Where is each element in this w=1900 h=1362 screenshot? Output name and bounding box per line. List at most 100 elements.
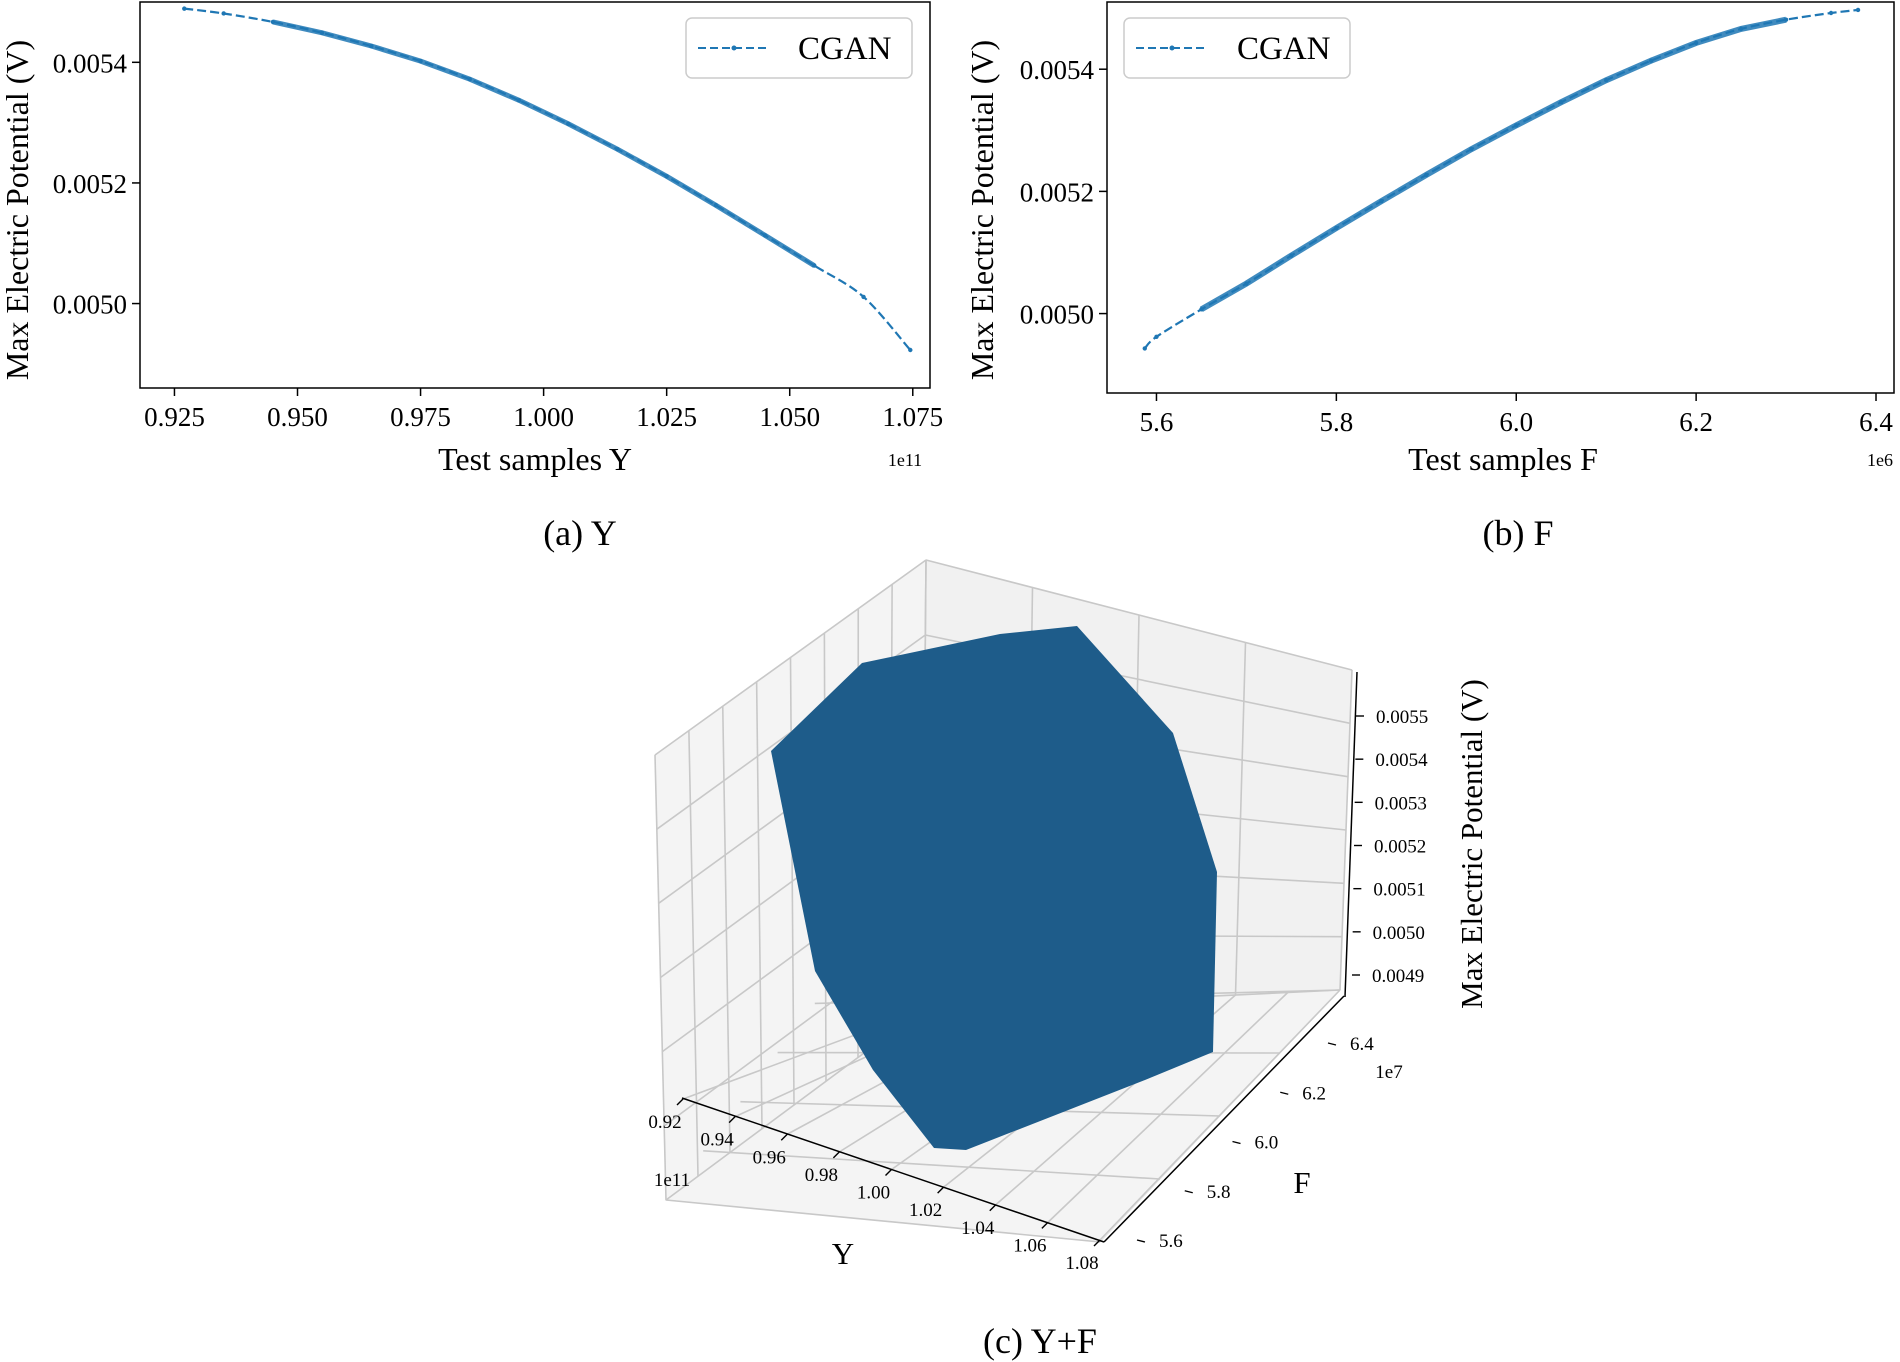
panel-b-ylabel: Max Electric Potential (V) <box>964 40 1000 380</box>
panel-c-xlabel: Y <box>832 1236 854 1271</box>
panel-a-legend-label: CGAN <box>798 31 892 67</box>
panel-a-data-point <box>270 19 276 25</box>
panel-c-surface <box>771 626 1217 1150</box>
panel-c-f-ticks: 5.6 5.8 6.0 6.2 6.4 <box>1136 1034 1374 1252</box>
panel-a-data-point <box>861 294 866 300</box>
panel-c-y-tick-label: 1.02 <box>909 1200 942 1221</box>
panel-c-z-ticks: 0.0049 0.0050 0.0051 0.0052 0.0053 0.0054 0.00… <box>1352 707 1428 987</box>
panel-c-f-tick-mark <box>1184 1190 1193 1194</box>
panel-b-data-point <box>1289 253 1294 258</box>
panel-a-y-tick-label: 0.0050 <box>53 290 127 320</box>
panel-c-y-tick-mark <box>937 1186 945 1194</box>
panel-c-z-tick-label: 0.0053 <box>1375 793 1427 814</box>
panel-c-grid-line <box>925 559 1353 671</box>
panel-c-z-tick-label: 0.0054 <box>1375 750 1428 771</box>
panel-c-y-axis-line <box>681 1097 1105 1243</box>
panel-b-x-tick-label: 5.8 <box>1319 407 1353 437</box>
panel-b-x-ticks: 5.6 5.8 6.0 6.2 6.4 <box>1140 393 1893 437</box>
panel-a-y-tick-label: 0.0052 <box>53 169 127 199</box>
panel-a-data-point <box>615 146 620 152</box>
panel-b-caption: (b) F <box>1483 513 1554 553</box>
panel-b: 5.6 5.8 6.0 6.2 6.4 0.0050 0.0052 0.0054 Test … <box>964 1 1895 553</box>
panel-c-y-tick-mark <box>1093 1239 1101 1247</box>
panel-c-z-axis-line <box>1344 671 1358 998</box>
panel-b-x-tick-label: 6.0 <box>1499 407 1533 437</box>
panel-c-y-tick-mark <box>1041 1221 1049 1229</box>
panel-b-legend-label: CGAN <box>1237 31 1331 67</box>
panel-c-grid-line <box>703 1150 1161 1180</box>
panel-a-legend-marker <box>731 45 737 51</box>
panel-a-caption: (a) Y <box>543 513 617 553</box>
panel-a-x-offset: 1e11 <box>888 450 922 470</box>
panel-b-x-tick-label: 6.2 <box>1679 407 1713 437</box>
panel-c-f-tick-mark <box>1232 1140 1241 1145</box>
panel-b-x-offset: 1e6 <box>1867 450 1893 470</box>
panel-c-f-tick-label: 5.6 <box>1159 1231 1183 1252</box>
panel-b-data-point <box>1334 225 1339 231</box>
panel-a-data-point <box>762 233 768 238</box>
panel-c-y-tick-label: 1.00 <box>857 1183 890 1204</box>
panel-c-ylabel: F <box>1293 1165 1310 1200</box>
panel-c-grid-line <box>665 1199 1101 1243</box>
panel-c-f-tick-label: 6.2 <box>1302 1083 1326 1104</box>
panel-b-data-point <box>1244 281 1249 286</box>
panel-b-y-ticks: 0.0050 0.0052 0.0054 <box>1020 55 1107 330</box>
panel-b-data-point <box>1199 307 1204 312</box>
panel-a-y-ticks: 0.0050 0.0052 0.0054 <box>53 48 140 320</box>
panel-a-data-point <box>319 30 325 35</box>
panel-c-y-tick-mark <box>728 1116 736 1124</box>
panel-a-xlabel: Test samples Y <box>438 441 632 477</box>
panel-a-x-tick-label: 0.950 <box>267 402 328 432</box>
panel-c-y-tick-label: 1.04 <box>961 1218 995 1239</box>
panel-a-frame <box>139 1 931 389</box>
panel-c-y-tick-label: 1.06 <box>1013 1235 1046 1256</box>
panel-b-data-point <box>1783 17 1789 22</box>
panel-c-zlabel: Max Electric Potential (V) <box>1454 679 1489 1009</box>
panel-c-y-tick-label: 1.08 <box>1065 1253 1098 1274</box>
panel-c-y-tick-label: 0.96 <box>753 1147 786 1168</box>
panel-b-data-point <box>1379 198 1384 204</box>
panel-c-y-offset: 1e11 <box>654 1170 690 1191</box>
panel-c-z-tick-label: 0.0050 <box>1373 923 1425 944</box>
panel-c-y-tick-label: 0.98 <box>805 1165 838 1186</box>
panel-b-y-tick-label: 0.0050 <box>1020 300 1094 330</box>
panel-b-cgan-band <box>1199 16 1787 312</box>
panel-c-y-tick-label: 0.94 <box>701 1130 735 1151</box>
panel-b-data-point <box>1154 334 1159 339</box>
panel-c-f-tick-mark <box>1327 1042 1337 1046</box>
panel-c-f-tick-mark <box>1136 1239 1146 1243</box>
panel-a-data-point <box>467 77 472 82</box>
panel-a-cgan-band <box>272 19 816 268</box>
panel-c-y-tick-mark <box>780 1133 788 1141</box>
panel-c-f-offset: 1e7 <box>1375 1062 1402 1083</box>
panel-b-data-point <box>1603 78 1609 83</box>
panel-a-x-tick-label: 1.075 <box>882 402 943 432</box>
panel-c-f-tick-mark <box>1280 1091 1289 1095</box>
panel-b-legend: CGAN <box>1123 17 1351 79</box>
panel-b-data-point <box>1693 40 1699 46</box>
panel-c-caption: (c) Y+F <box>983 1321 1097 1361</box>
panel-b-data-point <box>1828 10 1834 16</box>
panel-c-grid-line <box>1099 989 1341 1241</box>
panel-c-f-tick-label: 6.0 <box>1255 1133 1279 1154</box>
panel-b-y-tick-label: 0.0052 <box>1020 177 1094 207</box>
panel-c-y-tick-label: 0.92 <box>648 1112 681 1133</box>
panel-b-data-point <box>1855 7 1861 13</box>
panel-c-z-tick-label: 0.0049 <box>1372 966 1424 987</box>
panel-a-data-point <box>713 203 719 208</box>
panel-a-legend: CGAN <box>685 17 913 79</box>
panel-b-frame <box>1106 1 1895 394</box>
panel-b-markers <box>1142 7 1861 351</box>
panel-b-data-point <box>1469 147 1474 152</box>
panel-a-x-ticks: 0.925 0.950 0.975 1.000 1.025 1.050 1.075 <box>144 388 943 432</box>
panel-c: 0.92 0.94 0.96 0.98 1.00 1.02 1.04 1.06 1.08 5.6… <box>648 559 1489 1361</box>
panel-c-y-tick-mark <box>676 1098 684 1106</box>
panel-a-data-point <box>566 121 571 127</box>
panel-a-data-point <box>664 174 669 179</box>
panel-a-data-point <box>516 98 522 103</box>
panel-a-x-tick-label: 1.050 <box>759 402 820 432</box>
panel-c-z-tick-label: 0.0052 <box>1374 837 1426 858</box>
panel-b-data-point <box>1514 123 1519 128</box>
panel-b-legend-marker <box>1169 45 1175 51</box>
panel-a-markers <box>182 6 913 353</box>
